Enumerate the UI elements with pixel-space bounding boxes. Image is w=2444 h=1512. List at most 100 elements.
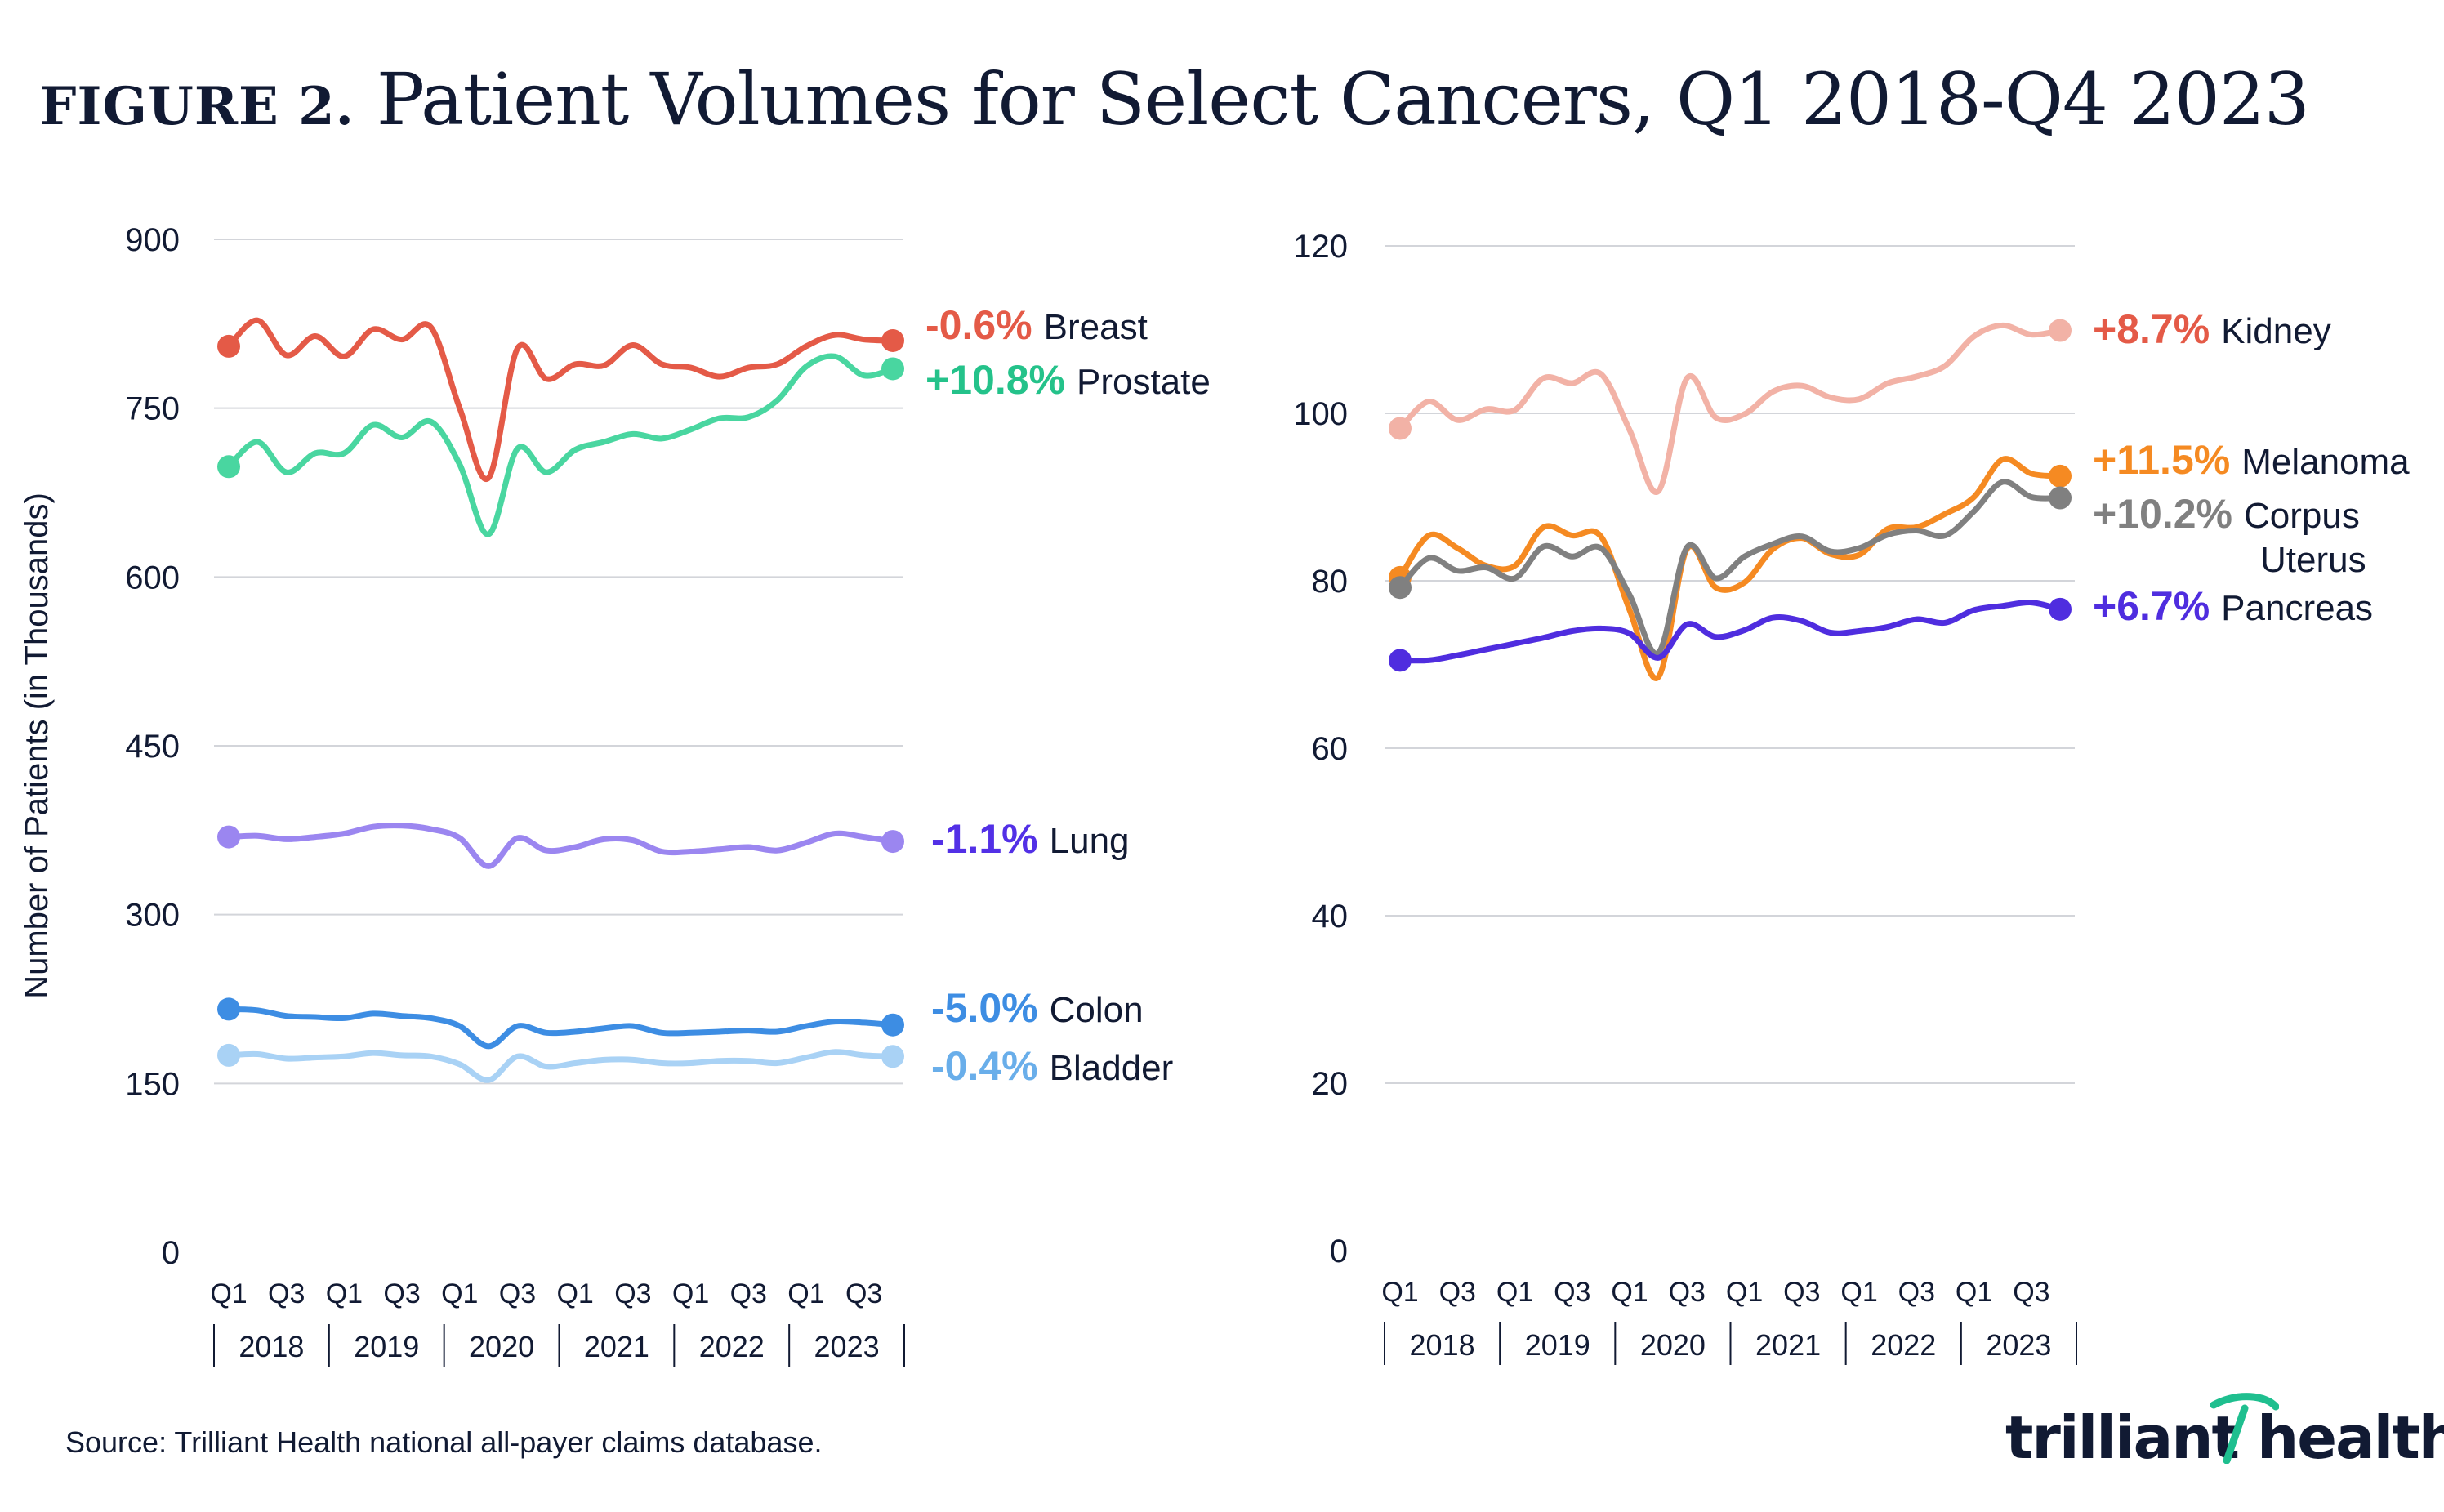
series-label-pancreas: +6.7% Pancreas	[2093, 583, 2373, 629]
y-axis-label: Number of Patients (in Thousands)	[19, 493, 55, 999]
series-label-colon: -5.0% Colon	[931, 985, 1144, 1031]
series-line-melanoma	[1397, 456, 2063, 681]
start-marker-bladder	[217, 1043, 240, 1067]
series-line-pancreas	[1397, 600, 2063, 664]
x-tick-label: Q3	[1439, 1277, 1476, 1308]
series-change: +8.7%	[2093, 306, 2210, 352]
y-tick-label: 900	[125, 222, 180, 258]
end-marker-prostate	[881, 357, 904, 381]
y-tick-label: 100	[1293, 396, 1348, 432]
start-marker-prostate	[217, 455, 240, 479]
year-label: 2019	[354, 1330, 419, 1363]
series-name: Kidney	[2221, 311, 2331, 351]
series-change: +6.7%	[2093, 583, 2210, 629]
left-chart: 0 150 300 450 600 750 900 Q1 Q3 Q1 Q3 Q1 Q3 Q1 Q3 Q1 Q3 Q…	[19, 222, 1211, 1367]
y-tick-label: 20	[1312, 1066, 1349, 1102]
series-name: Prostate	[1077, 362, 1211, 402]
year-label: 2021	[1755, 1328, 1821, 1362]
end-marker-kidney	[2049, 319, 2072, 342]
series-line-prostate	[225, 353, 896, 537]
end-marker-bladder	[881, 1045, 904, 1068]
series-line-colon	[225, 1006, 896, 1050]
x-tick-label: Q3	[1898, 1277, 1935, 1308]
y-tick-label: 300	[125, 898, 180, 934]
series-label-melanoma: +11.5% Melanoma	[2093, 437, 2410, 483]
y-tick-label: 600	[125, 560, 180, 595]
year-label: 2022	[1871, 1328, 1936, 1362]
y-tick-label: 750	[125, 391, 180, 427]
x-tick-label: Q3	[268, 1278, 305, 1309]
year-label: 2018	[1410, 1328, 1475, 1362]
series-line-breast	[225, 317, 896, 483]
y-tick-label: 0	[1330, 1233, 1348, 1269]
figure-title: Patient Volumes for Select Cancers, Q1 2…	[376, 57, 2310, 141]
series-name: Lung	[1050, 821, 1130, 861]
series-label-corpus-uterus: +10.2% Corpus Uterus	[2093, 491, 2366, 580]
end-marker-breast	[881, 329, 904, 352]
logo-swoosh-icon	[2210, 1393, 2279, 1464]
x-tick-label: Q1	[1611, 1277, 1648, 1308]
y-tick-label: 60	[1312, 731, 1349, 767]
series-line-corpus-uterus	[1397, 479, 2063, 657]
right-chart: 0 20 40 60 80 100 120 Q1 Q3 Q1 Q3 Q1 Q3 Q1 Q3 Q1 Q3 Q1 Q3 2…	[1293, 229, 2410, 1365]
x-tick-label: Q1	[1381, 1277, 1418, 1308]
x-tick-label: Q1	[672, 1278, 709, 1309]
y-tick-label: 120	[1293, 229, 1348, 265]
series-name: Bladder	[1050, 1048, 1174, 1088]
series-label-kidney: +8.7% Kidney	[2093, 306, 2331, 352]
start-marker-corpus-uterus	[1389, 576, 1412, 600]
y-tick-label: 150	[125, 1066, 180, 1102]
x-tick-label: Q3	[1554, 1277, 1590, 1308]
series-name: Colon	[1050, 990, 1144, 1030]
year-label: 2022	[699, 1330, 765, 1363]
year-label: 2020	[1640, 1328, 1706, 1362]
series-change: +10.8%	[925, 357, 1065, 403]
series-line-bladder	[225, 1049, 896, 1083]
x-tick-label: Q3	[499, 1278, 536, 1309]
series-name-line2: Uterus	[2260, 540, 2366, 580]
x-tick-label: Q1	[210, 1278, 247, 1309]
series-label-lung: -1.1% Lung	[931, 816, 1130, 862]
end-marker-colon	[881, 1013, 904, 1037]
y-tick-label: 0	[162, 1235, 180, 1271]
y-tick-label: 450	[125, 729, 180, 765]
start-marker-pancreas	[1389, 649, 1412, 672]
end-marker-melanoma	[2049, 464, 2072, 488]
year-label: 2023	[1986, 1328, 2051, 1362]
series-label-bladder: -0.4% Bladder	[931, 1043, 1173, 1089]
series-line-lung	[225, 823, 896, 869]
x-tick-label: Q1	[1840, 1277, 1877, 1308]
start-marker-breast	[217, 334, 240, 358]
end-marker-lung	[881, 830, 904, 854]
y-tick-label: 80	[1312, 564, 1349, 600]
x-tick-label: Q3	[1669, 1277, 1706, 1308]
x-tick-label: Q1	[556, 1278, 593, 1309]
x-tick-label: Q3	[1783, 1277, 1820, 1308]
x-tick-label: Q3	[614, 1278, 651, 1309]
series-name: Breast	[1044, 307, 1148, 347]
end-marker-corpus-uterus	[2049, 486, 2072, 510]
start-marker-kidney	[1389, 417, 1412, 440]
year-label: 2023	[814, 1330, 880, 1363]
series-change: -5.0%	[931, 985, 1038, 1031]
series-line-kidney	[1397, 322, 2063, 495]
x-tick-label: Q1	[1496, 1277, 1533, 1308]
x-tick-label: Q1	[787, 1278, 824, 1309]
y-tick-label: 40	[1312, 899, 1349, 934]
series-change: -1.1%	[931, 816, 1038, 862]
series-change: +10.2%	[2093, 491, 2232, 537]
year-label: 2020	[469, 1330, 534, 1363]
figure-label: FIGURE 2.	[39, 76, 355, 137]
series-change: -0.6%	[925, 302, 1032, 348]
x-tick-label: Q1	[441, 1278, 478, 1309]
year-label: 2021	[584, 1330, 649, 1363]
year-label: 2018	[239, 1330, 304, 1363]
source-note: Source: Trilliant Health national all-pa…	[65, 1425, 823, 1459]
series-label-prostate: +10.8% Prostate	[925, 357, 1211, 403]
chart-title: FIGURE 2. Patient Volumes for Select Can…	[39, 57, 2310, 141]
x-tick-label: Q3	[730, 1278, 767, 1309]
x-tick-label: Q1	[1956, 1277, 1992, 1308]
series-name: Pancreas	[2221, 588, 2373, 628]
series-label-breast: -0.6% Breast	[925, 302, 1148, 348]
